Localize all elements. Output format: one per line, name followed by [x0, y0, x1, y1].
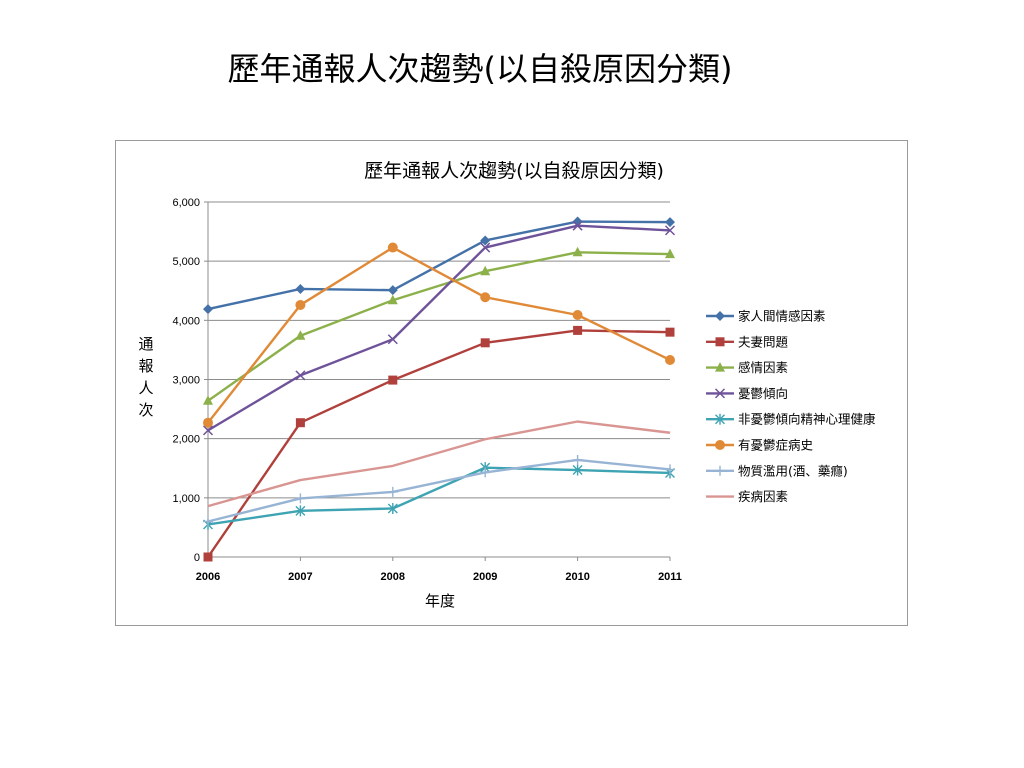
- x-tick-label: 2007: [288, 571, 312, 583]
- legend-item: 物質濫用(酒、藥癮): [706, 463, 848, 478]
- data-point: [572, 246, 583, 257]
- legend-item: 憂鬱傾向: [706, 386, 788, 401]
- series-line: [207, 220, 671, 311]
- data-point: [295, 418, 305, 428]
- data-point: [388, 375, 398, 385]
- series-1: [203, 216, 675, 315]
- series-4: [202, 220, 676, 436]
- data-point: [665, 217, 675, 228]
- data-point: [295, 370, 306, 381]
- series-line: [207, 458, 671, 523]
- legend-item: 疾病因素: [706, 489, 788, 504]
- data-point: [665, 327, 675, 337]
- x-tick-label: 2006: [196, 571, 220, 583]
- series-line: [207, 224, 671, 432]
- legend-label: 疾病因素: [738, 489, 788, 504]
- data-point: [480, 338, 490, 348]
- legend-label: 夫妻問題: [738, 334, 789, 349]
- series-2: [203, 325, 675, 562]
- data-point: [203, 516, 213, 527]
- line-chart: 歷年通報人次趨勢(以自殺原因分類) 年度 通報人次 0 1,000 2,000 3,0…: [138, 160, 876, 610]
- y-axis-title: 通報人次: [138, 335, 153, 419]
- y-tick-label: 3,000: [172, 375, 200, 387]
- data-point: [572, 454, 583, 465]
- legend-label: 物質濫用(酒、藥癮): [738, 463, 848, 478]
- data-point: [480, 292, 491, 303]
- legend-item: 感情因素: [706, 360, 788, 375]
- data-point: [572, 464, 583, 476]
- data-point: [295, 505, 306, 517]
- data-point: [202, 425, 214, 436]
- legend-label: 感情因素: [738, 360, 788, 375]
- y-tick-label: 5,000: [172, 256, 200, 268]
- data-point: [387, 334, 398, 345]
- series-6: [203, 242, 675, 428]
- legend-marker: [715, 465, 725, 476]
- legend-marker: [715, 440, 725, 450]
- legend-label: 非憂鬱傾向精神心理健康: [738, 412, 876, 427]
- data-point: [480, 467, 491, 478]
- data-point: [203, 395, 213, 405]
- series-line: [207, 246, 671, 424]
- legend-label: 有憂鬱症病史: [738, 438, 814, 453]
- series-line: [207, 420, 671, 508]
- data-point: [572, 310, 583, 321]
- chart-area: 歷年通報人次趨勢(以自殺原因分類) 年度 通報人次 0 1,000 2,000 3,0…: [115, 140, 908, 626]
- data-point: [665, 248, 675, 259]
- data-point: [387, 285, 398, 296]
- data-point: [665, 354, 675, 365]
- data-point: [665, 464, 675, 475]
- series-line: [207, 329, 671, 558]
- data-point: [295, 330, 306, 340]
- series-7: [203, 454, 675, 527]
- y-tick-label: 1,000: [172, 493, 200, 505]
- data-point: [387, 242, 398, 253]
- legend-item: 有憂鬱症病史: [706, 438, 814, 453]
- series-3: [203, 246, 675, 405]
- x-tick-label: 2008: [381, 571, 405, 583]
- data-point: [572, 220, 583, 231]
- data-point: [203, 417, 213, 428]
- y-tick-label: 2,000: [172, 434, 200, 446]
- legend-label: 家人間情感因素: [738, 309, 826, 324]
- series-5: [203, 462, 675, 530]
- data-point: [480, 265, 491, 276]
- data-point: [203, 552, 213, 562]
- data-point: [387, 486, 398, 497]
- data-point: [480, 242, 491, 253]
- series-line: [207, 466, 671, 526]
- legend-item: 夫妻問題: [706, 334, 789, 349]
- chart-title: 歷年通報人次趨勢(以自殺原因分類): [364, 160, 664, 182]
- y-tick-label: 6,000: [172, 197, 200, 209]
- legend-marker: [714, 388, 726, 399]
- y-tick-label: 0: [194, 552, 200, 564]
- legend-marker: [715, 311, 725, 321]
- legend-item: 家人間情感因素: [706, 309, 826, 324]
- legend-marker: [715, 362, 725, 372]
- legend-marker: [715, 337, 725, 347]
- data-point: [295, 493, 306, 504]
- data-point: [295, 283, 306, 294]
- series-line: [207, 251, 671, 402]
- y-tick-label: 4,000: [172, 315, 200, 327]
- series-8: [207, 420, 671, 508]
- x-tick-label: 2010: [565, 571, 589, 583]
- legend-item: 非憂鬱傾向精神心理健康: [706, 412, 876, 427]
- legend-marker: [715, 413, 725, 425]
- data-point: [295, 299, 306, 310]
- slide-title: 歷年通報人次趨勢(以自殺原因分類): [227, 50, 733, 88]
- data-point: [203, 304, 213, 315]
- data-point: [387, 294, 398, 305]
- x-tick-label: 2011: [658, 571, 682, 583]
- data-point: [480, 235, 491, 246]
- data-point: [573, 325, 583, 335]
- data-point: [664, 225, 676, 236]
- data-point: [387, 502, 398, 514]
- x-tick-label: 2009: [473, 571, 497, 583]
- x-axis-title: 年度: [425, 592, 455, 610]
- legend-label: 憂鬱傾向: [738, 386, 788, 401]
